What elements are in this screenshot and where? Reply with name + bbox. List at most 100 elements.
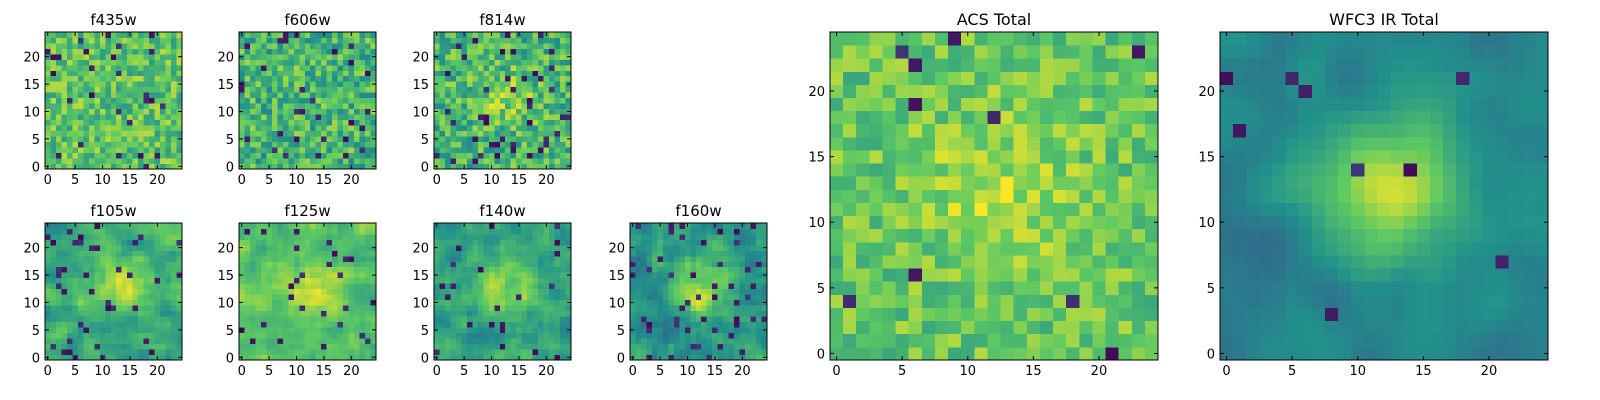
heatmap-cell [488,53,495,60]
heatmap-cell [723,266,730,273]
heatmap-cell [538,108,544,115]
heatmap-cell [121,48,128,55]
heatmap-cell [516,305,523,312]
heatmap-cell [532,261,539,268]
heatmap-cell [61,53,68,60]
heatmap-cell [149,114,155,121]
heatmap-cell [701,250,708,257]
heatmap-cell [869,268,883,282]
heatmap-cell [538,343,544,350]
heatmap-cell [143,81,150,88]
heatmap-cell [1000,255,1015,269]
heatmap-cell [701,277,708,284]
heatmap-cell [1105,241,1120,256]
heatmap-cell [239,288,245,295]
heatmap-cell [734,294,740,301]
heatmap-cell [538,97,544,104]
heatmap-cell [365,48,371,55]
heatmap-cell [143,92,150,99]
heatmap-cell [657,343,664,350]
heatmap-cell [277,223,284,229]
heatmap-cell [565,233,572,240]
heatmap-cell [921,202,936,217]
heatmap-cell [154,152,161,159]
x-tick-label: 5 [460,173,468,188]
heatmap-cell [176,310,183,317]
heatmap-cell [277,70,284,77]
heatmap-cell [477,48,484,55]
heatmap-cell [271,163,278,170]
heatmap-cell [138,244,145,251]
heatmap-cell [348,53,355,60]
heatmap-cell [560,86,566,93]
heatmap-cell [961,215,975,230]
heatmap-cell [121,244,128,251]
heatmap-cell [354,233,360,240]
heatmap-cell [110,343,117,350]
heatmap-cell [1144,307,1159,322]
heatmap-cell [499,332,506,339]
heatmap-cell [527,158,534,164]
heatmap-cell [348,239,355,246]
heatmap-cell [99,86,106,93]
heatmap-cell [1039,268,1054,282]
heatmap-cell [1105,346,1120,361]
x-tick-label: 15 [707,364,724,379]
heatmap-cell [72,86,79,93]
heatmap-cell [66,141,73,148]
heatmap-cell [88,250,95,257]
heatmap-cell [494,125,501,132]
heatmap-cell [77,70,84,77]
heatmap-cell [239,283,245,290]
heatmap-cell [538,81,544,88]
heatmap-cell [326,244,333,251]
heatmap-cell [739,228,746,235]
heatmap-cell [337,158,344,164]
heatmap-cell [299,75,306,82]
heatmap-cell [310,244,317,251]
heatmap-cell [348,114,355,121]
heatmap-cell [549,250,555,257]
heatmap-cell [673,239,680,246]
heatmap-cell [61,119,68,126]
heatmap-cell [154,321,161,328]
heatmap-cell [679,354,686,361]
heatmap-cell [1131,202,1146,217]
heatmap-cell [105,250,112,257]
heatmap-cell [712,255,719,262]
heatmap-cell [326,255,333,262]
heatmap-cell [176,114,183,121]
heatmap-cell [249,64,256,71]
heatmap-cell [472,97,479,104]
heatmap-cell [138,64,145,71]
heatmap-cell [304,59,311,66]
heatmap-cell [974,333,988,348]
heatmap-cell [315,255,322,262]
heatmap-cell [293,299,300,306]
heatmap-cell [143,294,150,301]
heatmap-cell [50,266,57,273]
heatmap-cell [359,288,366,295]
heatmap-cell [695,354,702,361]
heatmap-cell [499,97,506,104]
heatmap-cell [138,233,145,240]
heatmap-cell [132,70,139,77]
heatmap-cell [728,272,735,279]
heatmap-cell [728,261,735,268]
heatmap-cell [176,228,183,235]
heatmap-cell [521,53,528,60]
heatmap-cell [882,189,896,203]
heatmap-cell [701,288,708,295]
heatmap-cell [266,48,273,55]
heatmap-cell [326,64,333,71]
heatmap-cell [554,70,561,77]
heatmap-cell [532,299,539,306]
heatmap-cell [684,310,691,317]
heatmap-cell [701,255,708,262]
heatmap-cell [121,332,128,339]
heatmap-cell [116,316,123,323]
heatmap-cell [635,316,642,323]
heatmap-cell [299,266,306,273]
heatmap-cell [99,338,106,344]
heatmap-cell [472,64,479,71]
